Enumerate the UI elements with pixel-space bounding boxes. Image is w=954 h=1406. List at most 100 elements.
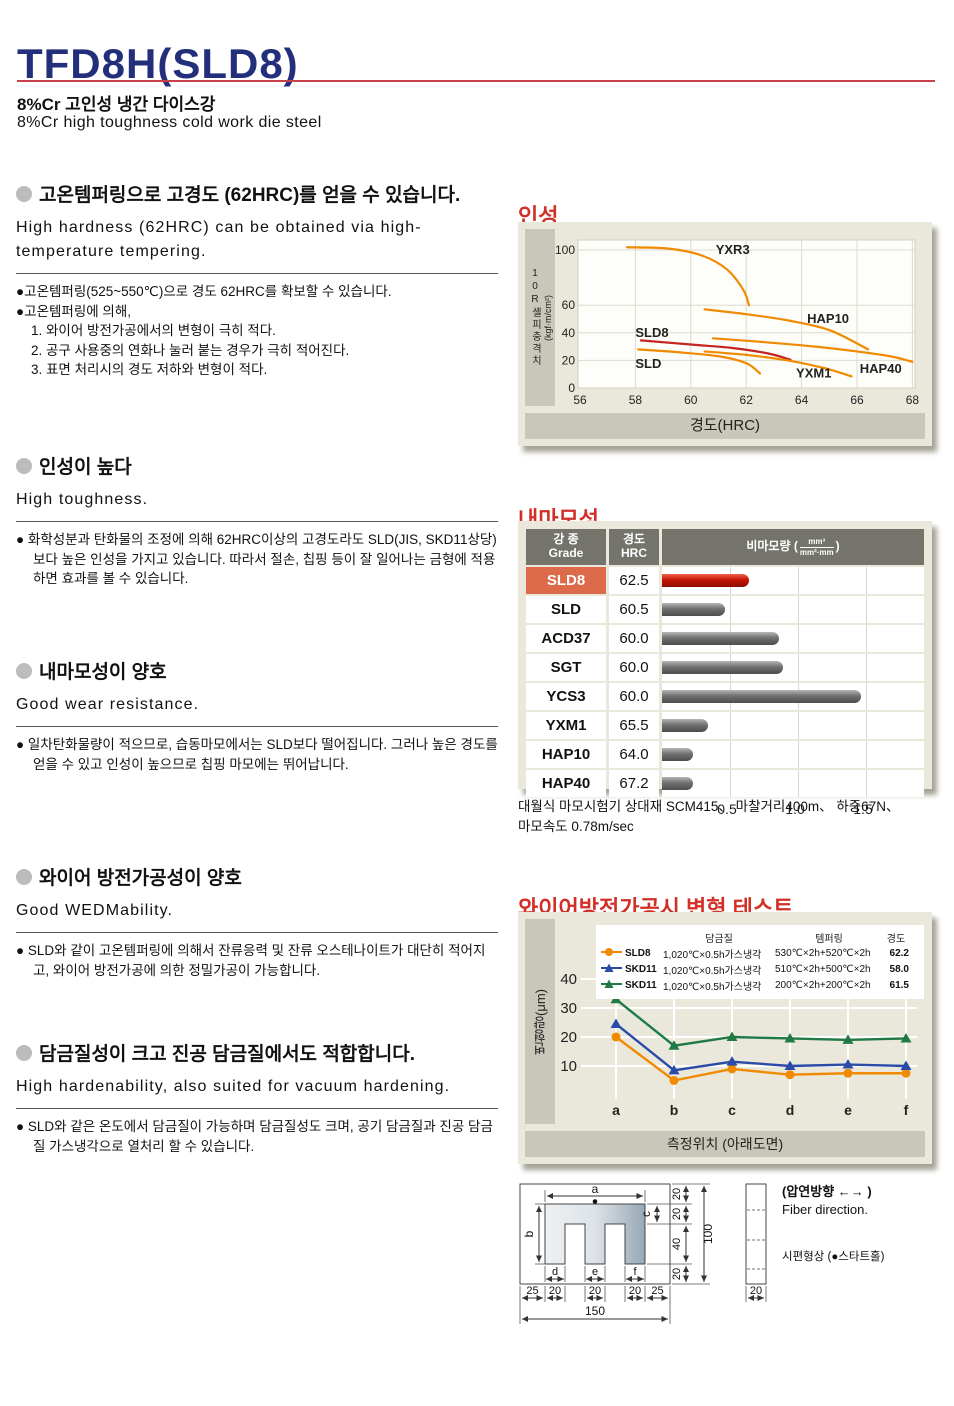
- dim-bottom-20b: 20: [589, 1285, 601, 1297]
- deform-chart-panel: 변형량(μm) a b c d e f 10 20 30 40 담금질 템퍼링 경도 SLD8 1,020…: [518, 912, 932, 1164]
- bar-cell: [662, 770, 924, 797]
- section-high-toughness: 인성이 높다 High toughness. ● 화학성분과 탄화물의 조정에 …: [16, 452, 498, 589]
- svg-text:b: b: [670, 1102, 679, 1118]
- wear-axis-tick: 0.5: [717, 801, 737, 817]
- deform-x-axis-bar: 측정위치 (아래도면): [525, 1131, 925, 1157]
- fiber-direction-en: Fiber direction.: [782, 1202, 868, 1217]
- body-line: 2. 공구 사용중의 연화나 눌러 붙는 경우가 극히 적어진다.: [31, 342, 350, 358]
- diagram-notes: (압연방향 ←→ ) Fiber direction. 시편형상 (●스타트홀): [782, 1184, 885, 1263]
- wear-axis-tick: 1.0: [785, 801, 805, 817]
- marker-triangle: [726, 1031, 738, 1041]
- section-heading-kr: 인성이 높다: [16, 452, 498, 479]
- series-label-YXR3: YXR3: [716, 242, 750, 257]
- section-heading-en: Good wear resistance.: [16, 696, 200, 713]
- wear-row: ACD37 60.0: [526, 625, 924, 652]
- marker-circle: [843, 1068, 853, 1078]
- section-body: ● SLD와 같이 고온템퍼링에 의해서 잔류응력 및 잔류 오스테나이트가 대…: [16, 941, 498, 980]
- bar-cell: [662, 683, 924, 710]
- series-HAP40: [711, 337, 914, 363]
- dim-bottom-25b: 25: [651, 1285, 663, 1297]
- series-label-HAP40: HAP40: [860, 361, 902, 376]
- marker-circle: [901, 1068, 911, 1078]
- legend-triangle-icon: [601, 979, 622, 988]
- marker-circle: [669, 1076, 679, 1085]
- legend-circle-icon: [601, 947, 622, 956]
- deform-y-axis-bar: 변형량(μm): [525, 919, 555, 1124]
- grade-cell: YCS3: [526, 683, 606, 710]
- wear-caption-line2: 마모속도 0.78m/sec: [518, 818, 634, 834]
- grade-cell: SLD: [526, 596, 606, 623]
- dimension-labels: a b c d e f 20 20 40 20 100 25 20 20 20 …: [522, 1182, 762, 1318]
- page-title: TFD8H(SLD8): [17, 40, 299, 88]
- marker-circle: [785, 1070, 795, 1080]
- wear-axis: 0.5 1.0 1.5: [659, 799, 924, 821]
- section-body: ● 일차탄화물량이 적으므로, 습동마모에서는 SLD보다 떨어집니다. 그러나…: [16, 735, 498, 774]
- section-heading-en: Good WEDMability.: [16, 902, 174, 919]
- heading-text: 고온템퍼링으로 고경도 (62HRC)를 얻을 수 있습니다.: [39, 185, 461, 206]
- bullet-dot-icon: [16, 662, 32, 679]
- dim-f-label: f: [633, 1266, 637, 1278]
- dim-e-label: e: [592, 1266, 598, 1278]
- bullet-dot-icon: [16, 868, 32, 885]
- legend-triangle-icon: [601, 963, 622, 972]
- hrc-cell: 60.5: [609, 596, 659, 623]
- wear-caption: 대월식 마모시험기 상대재 SCM415、 마찰거리400m、 하중67N、 마…: [518, 797, 942, 836]
- specimen-diagram: a b c d e f 20 20 40 20 100 25 20 20 20 …: [514, 1172, 948, 1372]
- marker-circle: [727, 1064, 737, 1074]
- side-view-dashes: [747, 1209, 765, 1270]
- body-line: 3. 표면 처리시의 경도 저하와 변형이 적다.: [31, 362, 268, 378]
- section-rule: [16, 1108, 498, 1109]
- bar-cell: [662, 741, 924, 768]
- toughness-y-axis-bar: 10R셸피충격치 (kgf·m/cm²): [525, 229, 555, 406]
- section-wear-resistance: 내마모성이 양호 Good wear resistance. ● 일차탄화물량이…: [16, 657, 498, 774]
- series-label-HAP10: HAP10: [807, 311, 849, 326]
- svg-text:56: 56: [573, 393, 587, 407]
- heading-text: 인성이 높다: [39, 457, 132, 478]
- wear-row: YCS3 60.0: [526, 683, 924, 710]
- svg-text:60: 60: [684, 393, 698, 407]
- body-line: 1. 와이어 방전가공에서의 변형이 극히 적다.: [31, 323, 276, 339]
- dim-150-label: 150: [585, 1304, 605, 1318]
- body-line: ● 일차탄화물량이 적으므로, 습동마모에서는 SLD보다 떨어집니다. 그러나…: [16, 737, 498, 772]
- dim-100-label: 100: [701, 1224, 715, 1244]
- marker-triangle: [784, 1032, 796, 1043]
- series-label-YXM1: YXM1: [796, 366, 831, 381]
- bullet-dot-icon: [16, 1044, 32, 1061]
- wear-table-panel: 강 종 Grade 경도 HRC 비마모량 ( mm³ mm²·mm ) SLD8 62…: [518, 521, 932, 817]
- section-body: ● SLD와 같은 온도에서 담금질이 가능하며 담금질성도 크며, 공기 담금…: [16, 1117, 498, 1156]
- hrc-cell: 67.2: [609, 770, 659, 797]
- dim-d-label: d: [552, 1266, 558, 1278]
- svg-text:60: 60: [562, 298, 576, 312]
- svg-text:66: 66: [850, 393, 864, 407]
- series-SLD8: [615, 1036, 906, 1082]
- hrc-cell: 64.0: [609, 741, 659, 768]
- series-label-SLD: SLD: [635, 356, 661, 371]
- dim-a-label: a: [592, 1182, 599, 1196]
- dim-c-label: c: [639, 1211, 653, 1217]
- marker-triangle: [900, 1032, 912, 1043]
- section-rule: [16, 932, 498, 933]
- section-rule: [16, 726, 498, 727]
- series-SLD: [637, 348, 762, 375]
- svg-text:e: e: [844, 1102, 852, 1118]
- grade-cell: SGT: [526, 654, 606, 681]
- grade-cell: HAP10: [526, 741, 606, 768]
- legend-row: SKD11 1,020℃×0.5h가스냉각 200℃×2h+200℃×2h 61.5: [601, 977, 919, 993]
- body-line: ●고온템퍼링에 의해,: [16, 303, 132, 319]
- svg-text:20: 20: [560, 1029, 577, 1046]
- wear-row: YXM1 65.5: [526, 712, 924, 739]
- heading-text: 와이어 방전가공성이 양호: [39, 868, 242, 889]
- toughness-y-label: 10R셸피충격치: [529, 268, 541, 367]
- marker-triangle: [610, 1018, 622, 1028]
- specimen-side-view: [745, 1183, 767, 1285]
- svg-text:20: 20: [562, 353, 576, 367]
- series-YXR3: [625, 246, 751, 307]
- svg-text:0: 0: [568, 381, 575, 395]
- section-rule: [16, 273, 498, 274]
- col-hrc: 경도 HRC: [609, 529, 659, 565]
- legend-row: SLD8 1,020℃×0.5h가스냉각 530℃×2h+520℃×2h 62.2: [601, 945, 919, 961]
- bar-cell: [662, 567, 924, 594]
- dim-bottom-20c: 20: [629, 1285, 641, 1297]
- svg-text:10: 10: [560, 1058, 577, 1075]
